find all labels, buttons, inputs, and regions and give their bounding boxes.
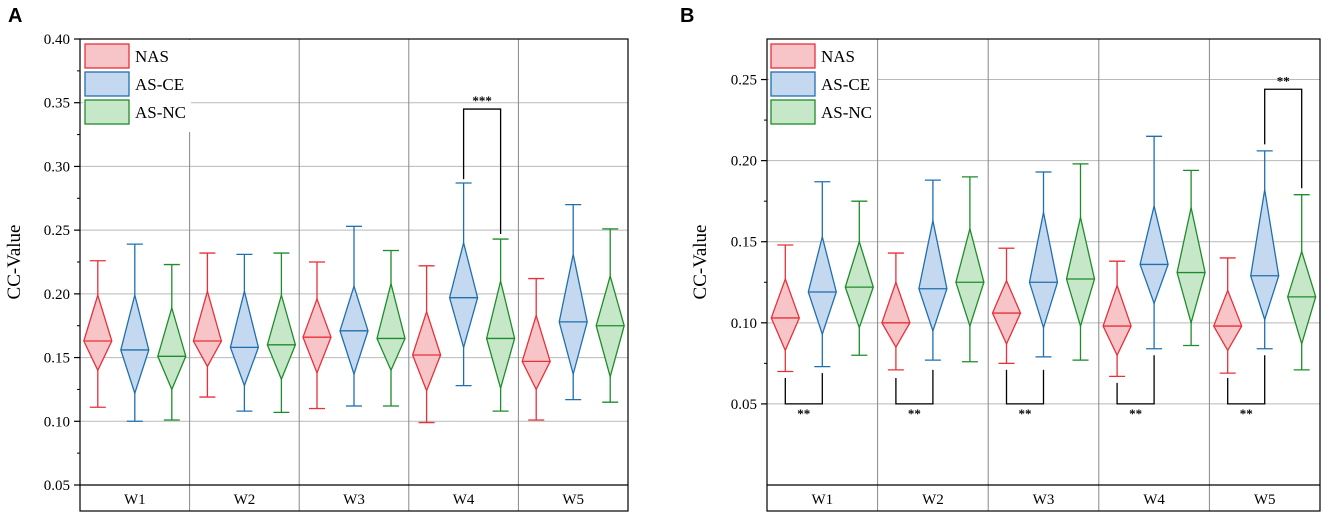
- legend-swatch: [770, 43, 816, 69]
- panel-b: B 0.05 0.10 0.15 0.20 0.25 CC-Value W1 W2 W3 W4 W5 *…: [680, 5, 1321, 512]
- x-category-label: W1: [811, 492, 833, 508]
- legend-label: AS-NC: [135, 103, 186, 122]
- significance-bracket: [895, 369, 934, 405]
- significance-marker: ***: [472, 93, 492, 108]
- panel-letter: A: [8, 5, 22, 27]
- violin-body: [1212, 288, 1243, 352]
- legend-label: AS-NC: [821, 103, 872, 122]
- x-category-label: W5: [562, 492, 584, 508]
- violin-body: [411, 309, 442, 393]
- x-category-label: W5: [1254, 492, 1276, 508]
- violin-body: [448, 242, 479, 350]
- violin-body: [991, 279, 1022, 346]
- violin-body: [485, 280, 516, 391]
- y-tick-label: 0.30: [44, 159, 70, 175]
- y-axis-title: CC-Value: [4, 225, 25, 300]
- violin-body: [1028, 212, 1059, 330]
- violin-body: [157, 305, 187, 392]
- significance-bracket: [1264, 88, 1303, 189]
- violin-body: [1176, 207, 1206, 326]
- panel-letter: B: [680, 5, 694, 27]
- y-tick-label: 0.40: [44, 32, 70, 48]
- x-category-label: W3: [343, 492, 365, 508]
- y-tick-label: 0.05: [44, 478, 70, 494]
- significance-marker: **: [1240, 406, 1253, 421]
- violin-body: [558, 254, 588, 377]
- y-tick-label: 0.15: [44, 351, 70, 367]
- x-category-label: W4: [453, 492, 475, 508]
- y-tick-label: 0.15: [731, 235, 757, 251]
- x-category-label: W2: [922, 492, 944, 508]
- violin-body: [1139, 205, 1169, 306]
- legend-label: AS-CE: [135, 75, 184, 94]
- legend-label: NAS: [135, 47, 169, 66]
- violin-body: [376, 283, 406, 372]
- y-tick-label: 0.20: [44, 287, 70, 303]
- violin-body: [770, 277, 800, 353]
- legend-label: NAS: [821, 47, 855, 66]
- significance-marker: **: [908, 406, 921, 421]
- x-category-label: W1: [124, 492, 146, 508]
- violin-body: [229, 291, 260, 388]
- violin-body: [83, 292, 113, 372]
- violin-body: [1250, 189, 1280, 322]
- legend-swatch: [84, 99, 130, 125]
- legend-swatch: [770, 99, 816, 125]
- y-tick-label: 0.25: [44, 223, 70, 239]
- violin-body: [302, 297, 332, 375]
- y-axis-title: CC-Value: [690, 225, 711, 300]
- violin-body: [192, 288, 223, 368]
- panel-a: A 0.05 0.10 0.15 0.20 0.25 0.30 0.35 0.40 CC-Valu…: [4, 5, 629, 512]
- y-tick-label: 0.10: [731, 316, 757, 332]
- y-tick-label: 0.20: [731, 154, 757, 170]
- violin-body: [521, 313, 551, 391]
- x-category-label: W3: [1033, 492, 1055, 508]
- legend: NAS AS-CE AS-NC: [769, 40, 877, 132]
- significance-bracket: [1005, 369, 1045, 405]
- violin-body: [1065, 217, 1096, 329]
- significance-bracket: [784, 373, 823, 405]
- significance-bracket: [1116, 355, 1155, 405]
- violin-body: [120, 294, 150, 396]
- violin-body: [918, 220, 948, 333]
- legend-swatch: [84, 71, 130, 97]
- violin-body: [807, 236, 837, 337]
- x-category-label: W2: [234, 492, 256, 508]
- significance-marker: **: [797, 406, 810, 421]
- legend-swatch: [770, 71, 816, 97]
- violin-body: [1102, 283, 1132, 357]
- significance-bracket: [462, 108, 502, 234]
- violin-body: [1287, 249, 1317, 347]
- y-tick-label: 0.05: [731, 397, 757, 413]
- violin-body: [266, 292, 297, 381]
- significance-marker: **: [1277, 73, 1290, 88]
- y-tick-label: 0.35: [44, 96, 70, 112]
- significance-marker: **: [1019, 406, 1032, 421]
- plot-frame: [766, 38, 1321, 512]
- violin-body: [844, 239, 874, 330]
- significance-bracket: [1227, 355, 1266, 405]
- x-category-label: W4: [1143, 492, 1165, 508]
- significance-marker: **: [1129, 406, 1142, 421]
- legend-swatch: [84, 43, 130, 69]
- plot-frame: [79, 38, 629, 512]
- legend: NAS AS-CE AS-NC: [83, 40, 191, 132]
- y-tick-label: 0.25: [731, 73, 757, 89]
- violin-body: [955, 226, 985, 329]
- legend-label: AS-CE: [821, 75, 870, 94]
- violin-body: [881, 280, 911, 349]
- y-tick-label: 0.10: [44, 414, 70, 430]
